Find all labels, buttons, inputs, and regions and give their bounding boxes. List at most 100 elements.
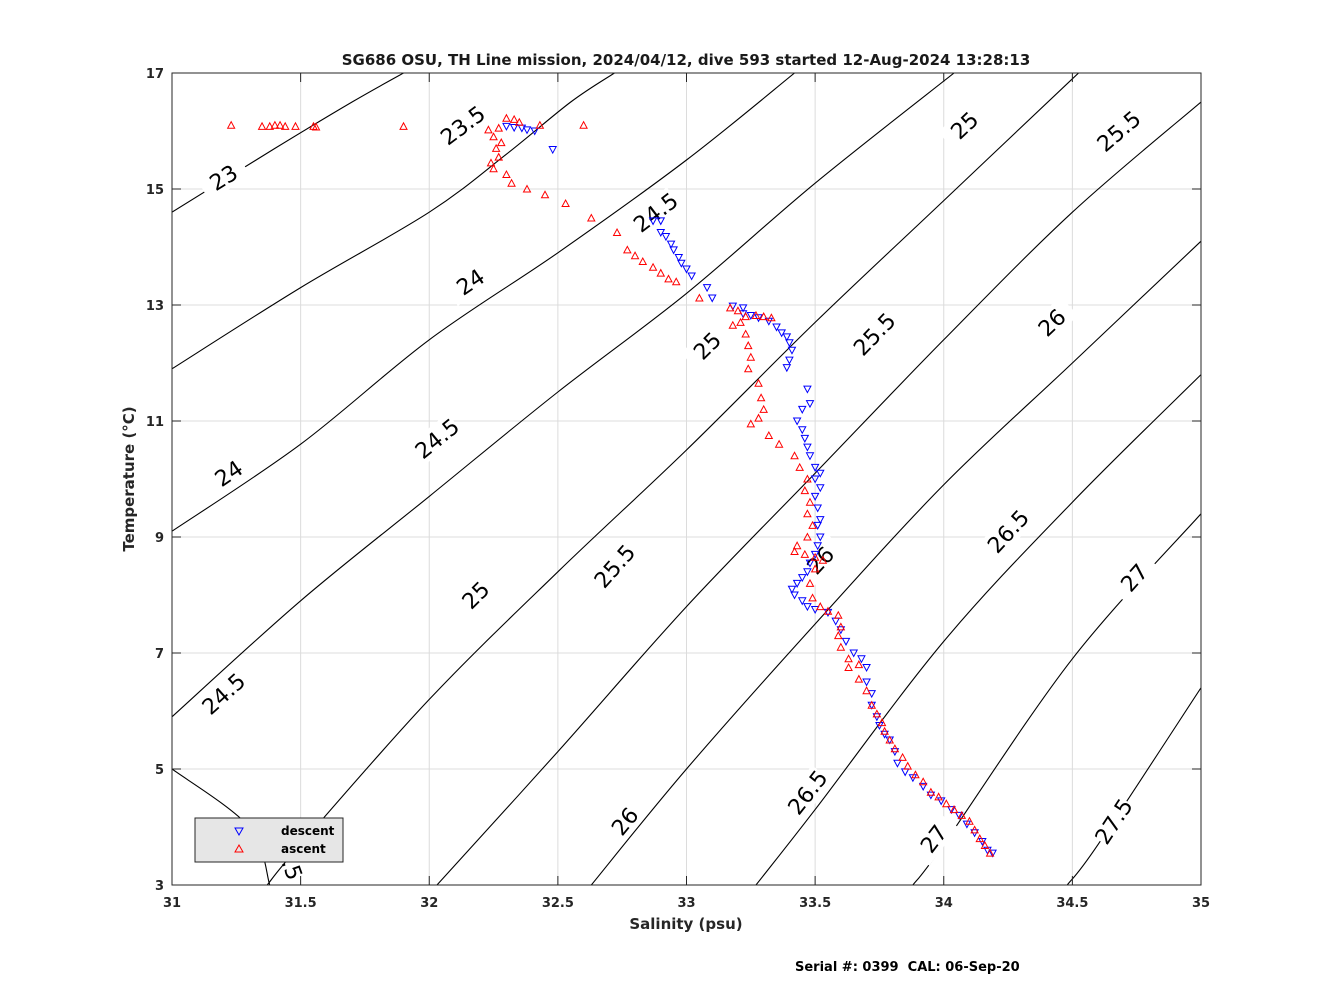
isopycnal-26.5 <box>755 374 1201 885</box>
descent-point <box>787 346 797 355</box>
ascent-point <box>399 121 408 130</box>
ascent-point <box>751 310 761 319</box>
x-tick-label: 34 <box>935 896 953 911</box>
contour-label-gap <box>449 568 502 622</box>
ascent-point <box>309 121 318 130</box>
ascent-point <box>489 132 498 141</box>
descent-point <box>810 492 820 501</box>
ascent-point <box>957 810 967 819</box>
ascent-point <box>970 825 979 834</box>
descent-point <box>797 426 807 435</box>
ascent-point <box>257 121 267 130</box>
descent-point <box>502 122 511 131</box>
ascent-point <box>671 277 681 286</box>
descent-point <box>792 579 802 588</box>
descent-point <box>823 608 833 617</box>
ascent-point <box>291 121 300 130</box>
contour-label-gap <box>628 187 683 238</box>
descent-point <box>738 304 748 313</box>
contour-label-gap <box>1108 551 1160 605</box>
descent-point <box>815 469 825 478</box>
ascent-point <box>311 122 321 131</box>
ascent-point <box>885 735 895 744</box>
ascent-point <box>275 120 285 129</box>
ascent-point <box>579 120 588 129</box>
x-tick-label: 32 <box>420 896 438 911</box>
ascent-point <box>561 198 570 207</box>
ascent-point <box>903 761 913 770</box>
x-tick-label: 31.5 <box>285 896 317 911</box>
descent-point <box>954 811 964 820</box>
ascent-point <box>664 274 673 283</box>
ascent-point <box>535 120 545 129</box>
ascent-point <box>833 631 843 640</box>
ascent-point <box>854 660 864 669</box>
descent-point <box>785 339 794 348</box>
ascent-point <box>795 462 805 471</box>
x-tick-label: 33 <box>677 896 695 911</box>
ascent-point <box>767 313 776 322</box>
descent-point <box>810 475 820 484</box>
descent-point <box>674 253 684 262</box>
ascent-point <box>484 125 493 134</box>
descent-point <box>893 759 902 768</box>
descent-point <box>656 229 666 238</box>
isopycnal-23.5 <box>172 73 615 370</box>
descent-point <box>648 217 658 226</box>
descent-point <box>548 146 558 155</box>
descent-point <box>792 417 802 426</box>
ascent-point <box>491 143 501 152</box>
ascent-point <box>805 497 815 506</box>
legend-ascent-label: ascent <box>281 842 326 856</box>
contour-label-gap <box>196 153 251 202</box>
ascent-point <box>810 552 820 561</box>
descent-point <box>813 504 823 513</box>
descent-point <box>813 542 823 551</box>
ascent-point <box>226 120 236 129</box>
ascent-point <box>489 164 498 173</box>
series-ascent <box>226 113 995 857</box>
y-tick-label: 15 <box>146 183 164 198</box>
ascent-point <box>918 777 928 786</box>
descent-point <box>813 521 823 530</box>
contour-label-gap <box>588 539 641 593</box>
descent-point <box>797 405 807 414</box>
ascent-point <box>926 787 936 796</box>
ascent-point <box>790 451 799 460</box>
isopycnal-26 <box>590 240 1201 885</box>
ascent-point <box>741 329 751 338</box>
descent-point <box>862 664 871 673</box>
descent-point <box>805 452 815 461</box>
ascent-point <box>844 654 853 663</box>
ascent-point <box>743 341 753 350</box>
descent-point <box>707 294 717 303</box>
data-series <box>226 113 997 858</box>
ascent-point <box>509 114 519 123</box>
ascent-point <box>540 190 550 199</box>
ascent-point <box>612 227 622 236</box>
ascent-point <box>872 709 882 718</box>
descent-point <box>988 849 997 858</box>
ascent-point <box>507 178 516 187</box>
ascent-point <box>965 816 974 825</box>
descent-point <box>862 678 871 687</box>
ascent-point <box>823 606 833 615</box>
descent-point <box>815 516 825 525</box>
y-axis-label: Temperature (°C) <box>120 406 138 551</box>
ascent-point <box>774 439 784 448</box>
descent-point <box>682 265 691 274</box>
ascent-point <box>836 642 846 651</box>
ascent-point <box>836 622 846 631</box>
descent-point <box>803 443 812 452</box>
descent-point <box>509 124 519 133</box>
descent-point <box>661 233 671 242</box>
y-tick-label: 17 <box>146 67 164 82</box>
ascent-point <box>803 532 812 541</box>
contour-label-gap <box>1089 794 1138 849</box>
ascent-point <box>648 262 658 271</box>
descent-point <box>790 591 799 600</box>
ascent-point <box>854 674 864 683</box>
ascent-point <box>265 121 275 130</box>
descent-point <box>772 323 781 332</box>
descent-point <box>803 385 812 394</box>
